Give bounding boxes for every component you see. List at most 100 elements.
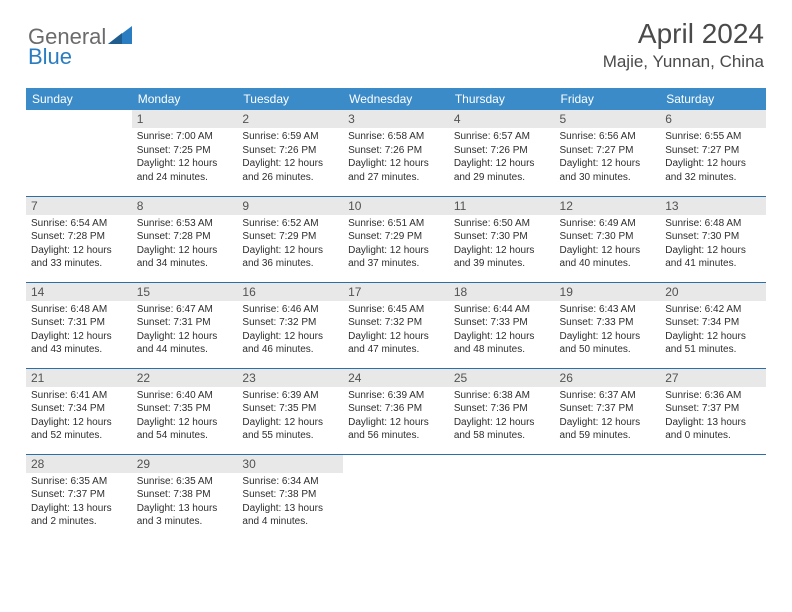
- calendar-cell: 20Sunrise: 6:42 AMSunset: 7:34 PMDayligh…: [660, 282, 766, 368]
- day-number: 9: [237, 197, 343, 215]
- day-number: 13: [660, 197, 766, 215]
- day-number: 26: [555, 369, 661, 387]
- weekday-header: Thursday: [449, 88, 555, 110]
- day-details: Sunrise: 7:00 AMSunset: 7:25 PMDaylight:…: [132, 128, 238, 188]
- day-details: Sunrise: 6:50 AMSunset: 7:30 PMDaylight:…: [449, 215, 555, 275]
- day-number: 3: [343, 110, 449, 128]
- day-number: 2: [237, 110, 343, 128]
- day-number: 21: [26, 369, 132, 387]
- weekday-header: Wednesday: [343, 88, 449, 110]
- calendar-cell: 19Sunrise: 6:43 AMSunset: 7:33 PMDayligh…: [555, 282, 661, 368]
- day-details: Sunrise: 6:42 AMSunset: 7:34 PMDaylight:…: [660, 301, 766, 361]
- day-details: Sunrise: 6:48 AMSunset: 7:31 PMDaylight:…: [26, 301, 132, 361]
- page-header: General April 2024 Majie, Yunnan, China: [0, 0, 792, 80]
- day-number: 18: [449, 283, 555, 301]
- day-details: Sunrise: 6:39 AMSunset: 7:35 PMDaylight:…: [237, 387, 343, 447]
- calendar-header-row: Sunday Monday Tuesday Wednesday Thursday…: [26, 88, 766, 110]
- calendar-cell: 30Sunrise: 6:34 AMSunset: 7:38 PMDayligh…: [237, 454, 343, 540]
- calendar-cell: 23Sunrise: 6:39 AMSunset: 7:35 PMDayligh…: [237, 368, 343, 454]
- day-number: 6: [660, 110, 766, 128]
- day-number: 29: [132, 455, 238, 473]
- day-number: 16: [237, 283, 343, 301]
- day-details: Sunrise: 6:53 AMSunset: 7:28 PMDaylight:…: [132, 215, 238, 275]
- calendar-cell: 10Sunrise: 6:51 AMSunset: 7:29 PMDayligh…: [343, 196, 449, 282]
- day-number: 23: [237, 369, 343, 387]
- day-details: Sunrise: 6:52 AMSunset: 7:29 PMDaylight:…: [237, 215, 343, 275]
- day-details: Sunrise: 6:46 AMSunset: 7:32 PMDaylight:…: [237, 301, 343, 361]
- day-details: Sunrise: 6:43 AMSunset: 7:33 PMDaylight:…: [555, 301, 661, 361]
- day-number: 14: [26, 283, 132, 301]
- day-number: 11: [449, 197, 555, 215]
- day-number: 28: [26, 455, 132, 473]
- day-details: Sunrise: 6:45 AMSunset: 7:32 PMDaylight:…: [343, 301, 449, 361]
- calendar-cell: 2Sunrise: 6:59 AMSunset: 7:26 PMDaylight…: [237, 110, 343, 196]
- logo-triangle-icon: [108, 26, 132, 44]
- calendar-table: Sunday Monday Tuesday Wednesday Thursday…: [26, 88, 766, 540]
- day-number: 27: [660, 369, 766, 387]
- day-details: Sunrise: 6:47 AMSunset: 7:31 PMDaylight:…: [132, 301, 238, 361]
- calendar-cell: 22Sunrise: 6:40 AMSunset: 7:35 PMDayligh…: [132, 368, 238, 454]
- day-number: 30: [237, 455, 343, 473]
- calendar-cell: 11Sunrise: 6:50 AMSunset: 7:30 PMDayligh…: [449, 196, 555, 282]
- logo-text-blue: Blue: [28, 44, 72, 70]
- calendar-cell: 17Sunrise: 6:45 AMSunset: 7:32 PMDayligh…: [343, 282, 449, 368]
- calendar-cell: 13Sunrise: 6:48 AMSunset: 7:30 PMDayligh…: [660, 196, 766, 282]
- weekday-header: Friday: [555, 88, 661, 110]
- calendar-cell: 8Sunrise: 6:53 AMSunset: 7:28 PMDaylight…: [132, 196, 238, 282]
- calendar-cell: 28Sunrise: 6:35 AMSunset: 7:37 PMDayligh…: [26, 454, 132, 540]
- calendar-cell: 12Sunrise: 6:49 AMSunset: 7:30 PMDayligh…: [555, 196, 661, 282]
- day-details: Sunrise: 6:55 AMSunset: 7:27 PMDaylight:…: [660, 128, 766, 188]
- day-number: 24: [343, 369, 449, 387]
- day-details: Sunrise: 6:56 AMSunset: 7:27 PMDaylight:…: [555, 128, 661, 188]
- day-number: 1: [132, 110, 238, 128]
- calendar-cell: 25Sunrise: 6:38 AMSunset: 7:36 PMDayligh…: [449, 368, 555, 454]
- calendar-cell: 3Sunrise: 6:58 AMSunset: 7:26 PMDaylight…: [343, 110, 449, 196]
- day-details: Sunrise: 6:51 AMSunset: 7:29 PMDaylight:…: [343, 215, 449, 275]
- day-details: Sunrise: 6:44 AMSunset: 7:33 PMDaylight:…: [449, 301, 555, 361]
- calendar-cell: [343, 454, 449, 540]
- day-number: 22: [132, 369, 238, 387]
- day-details: Sunrise: 6:35 AMSunset: 7:37 PMDaylight:…: [26, 473, 132, 533]
- calendar-cell: 29Sunrise: 6:35 AMSunset: 7:38 PMDayligh…: [132, 454, 238, 540]
- day-details: Sunrise: 6:34 AMSunset: 7:38 PMDaylight:…: [237, 473, 343, 533]
- day-number: 8: [132, 197, 238, 215]
- day-number: 15: [132, 283, 238, 301]
- calendar-cell: 9Sunrise: 6:52 AMSunset: 7:29 PMDaylight…: [237, 196, 343, 282]
- day-details: Sunrise: 6:38 AMSunset: 7:36 PMDaylight:…: [449, 387, 555, 447]
- day-number: 10: [343, 197, 449, 215]
- day-details: Sunrise: 6:37 AMSunset: 7:37 PMDaylight:…: [555, 387, 661, 447]
- location-text: Majie, Yunnan, China: [603, 52, 764, 72]
- calendar-cell: [555, 454, 661, 540]
- calendar-cell: 21Sunrise: 6:41 AMSunset: 7:34 PMDayligh…: [26, 368, 132, 454]
- day-number: 5: [555, 110, 661, 128]
- day-number: 19: [555, 283, 661, 301]
- day-details: Sunrise: 6:49 AMSunset: 7:30 PMDaylight:…: [555, 215, 661, 275]
- day-number: 25: [449, 369, 555, 387]
- calendar-cell: 26Sunrise: 6:37 AMSunset: 7:37 PMDayligh…: [555, 368, 661, 454]
- day-details: Sunrise: 6:59 AMSunset: 7:26 PMDaylight:…: [237, 128, 343, 188]
- calendar-cell: 15Sunrise: 6:47 AMSunset: 7:31 PMDayligh…: [132, 282, 238, 368]
- calendar-cell: 6Sunrise: 6:55 AMSunset: 7:27 PMDaylight…: [660, 110, 766, 196]
- day-details: Sunrise: 6:35 AMSunset: 7:38 PMDaylight:…: [132, 473, 238, 533]
- day-details: Sunrise: 6:39 AMSunset: 7:36 PMDaylight:…: [343, 387, 449, 447]
- month-title: April 2024: [603, 18, 764, 50]
- calendar-cell: 14Sunrise: 6:48 AMSunset: 7:31 PMDayligh…: [26, 282, 132, 368]
- weekday-header: Sunday: [26, 88, 132, 110]
- day-number: 20: [660, 283, 766, 301]
- day-number: 7: [26, 197, 132, 215]
- calendar-cell: 7Sunrise: 6:54 AMSunset: 7:28 PMDaylight…: [26, 196, 132, 282]
- calendar-cell: 27Sunrise: 6:36 AMSunset: 7:37 PMDayligh…: [660, 368, 766, 454]
- calendar-body: 1Sunrise: 7:00 AMSunset: 7:25 PMDaylight…: [26, 110, 766, 540]
- weekday-header: Monday: [132, 88, 238, 110]
- day-number: 17: [343, 283, 449, 301]
- day-details: Sunrise: 6:58 AMSunset: 7:26 PMDaylight:…: [343, 128, 449, 188]
- day-details: Sunrise: 6:57 AMSunset: 7:26 PMDaylight:…: [449, 128, 555, 188]
- day-number: 12: [555, 197, 661, 215]
- calendar-cell: 5Sunrise: 6:56 AMSunset: 7:27 PMDaylight…: [555, 110, 661, 196]
- calendar-cell: 18Sunrise: 6:44 AMSunset: 7:33 PMDayligh…: [449, 282, 555, 368]
- calendar-cell: 4Sunrise: 6:57 AMSunset: 7:26 PMDaylight…: [449, 110, 555, 196]
- day-details: Sunrise: 6:48 AMSunset: 7:30 PMDaylight:…: [660, 215, 766, 275]
- calendar-cell: 16Sunrise: 6:46 AMSunset: 7:32 PMDayligh…: [237, 282, 343, 368]
- day-details: Sunrise: 6:40 AMSunset: 7:35 PMDaylight:…: [132, 387, 238, 447]
- calendar-cell: 1Sunrise: 7:00 AMSunset: 7:25 PMDaylight…: [132, 110, 238, 196]
